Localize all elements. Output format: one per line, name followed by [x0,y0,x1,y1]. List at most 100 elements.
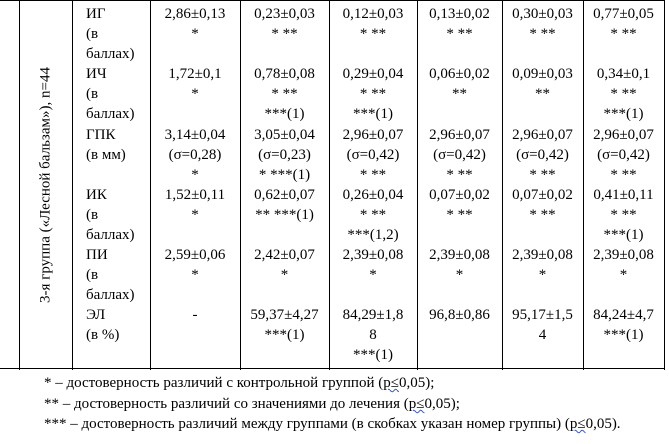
row-label-line: (в [86,86,99,102]
table-cell-line: 3,05±0,04 [254,127,315,143]
table-cell-line: 2,96±0,07 [593,127,654,143]
table-cell: 2,96±0,07 (σ=0,42) * ** [502,125,583,185]
table-cell-line: 0,12±0,03 [342,6,404,22]
table-border-col4 [502,0,503,370]
table-cell-line: * ***(1) [258,167,311,183]
table-cell-line: ***(1) [603,227,644,243]
data-table: 3-я группа («Лесной бальзам»), n=44 ИГ (в… [0,0,665,370]
table-cell-line: 0,23±0,03 [254,6,315,22]
table-cell-line: 84,29±1,8 [342,307,404,323]
table-cell-line: 0,29±0,04 [342,66,404,82]
table-cell: 3,14±0,04 (σ=0,28) * [150,125,240,185]
row-label: ГПК (в мм) [86,125,126,165]
table-cell-line: * ** [446,167,473,183]
table-cell: 2,42±0,07 * [240,245,329,285]
table-cell: 96,8±0,86 [417,305,502,325]
table-cell-line: 2,86±0,13 [164,6,226,22]
footnote-2: ** – достоверность различий со значениям… [44,395,460,413]
table-cell-line: * [619,267,628,283]
table-cell-line: ***(1) [603,106,644,122]
row-label-line: ЭЛ [86,307,106,323]
table-cell-line: 8 [369,327,377,343]
table-cell-line: 0,30±0,03 [512,6,573,22]
table-cell-line: 0,78±0,08 [254,66,315,82]
table-border-col2 [329,0,330,370]
table-cell-line: ***(1) [264,106,305,122]
table-cell: 0,34±0,1 * ** ***(1) [583,64,664,124]
table-cell: 2,39±0,08 * [417,245,502,285]
table-cell-line: 2,39±0,08 [429,247,490,263]
table-cell-line: (σ=0,23) [258,147,311,163]
table-cell-line: * ** [359,86,387,102]
table-cell-line: 0,09±0,03 [512,66,573,82]
table-cell: 0,09±0,03 ** [502,64,583,104]
table-cell-line: 84,24±4,7 [593,307,654,323]
table-cell: 0,07±0,02 * ** [417,185,502,225]
table-cell: 0,23±0,03 * ** [240,4,329,44]
table-border-col1 [240,0,241,370]
table-cell-line: 2,96±0,07 [429,127,490,143]
footnote-1-text: * – достоверность различий с контрольной… [44,375,384,391]
table-cell-line: 2,39±0,08 [342,247,404,263]
table-cell-line: (σ=0,42) [433,147,486,163]
table-cell-line: 2,96±0,07 [512,127,573,143]
table-cell: 1,52±0,11 * [150,185,240,225]
table-cell-line: ** [535,86,550,102]
table-cell-line: * ** [529,167,556,183]
table-cell-line: 2,59±0,06 [164,247,226,263]
table-cell-line: (σ=0,28) [168,147,222,163]
table-cell: 2,39±0,08 * [583,245,664,285]
table-border-label [150,0,151,370]
footnote-2-p: р≤ [408,396,425,412]
table-cell-line: 3,14±0,04 [164,127,226,143]
table-cell-line: (σ=0,42) [597,147,650,163]
table-cell-line: * [191,26,199,42]
table-cell: 0,06±0,02 ** [417,64,502,104]
table-cell: 0,78±0,08 * ** ***(1) [240,64,329,124]
table-cell: 2,59±0,06 * [150,245,240,285]
row-label-line: (в [86,207,99,223]
table-border-top [0,0,665,1]
table-cell-line: ***(1) [603,327,644,343]
table-cell-line: * [369,267,377,283]
footnote-1-p: р≤ [383,375,399,391]
table-cell: 0,62±0,07 ** ***(1) [240,185,329,225]
table-cell-line: * [191,207,199,223]
group-label-cell: 3-я группа («Лесной бальзам»), n=44 [19,0,72,370]
table-cell-line: * [455,267,464,283]
row-label-line: баллах) [86,106,135,122]
table-cell: 1,72±0,1 * [150,64,240,104]
table-cell-line: * [191,86,199,102]
table-cell: 95,17±1,5 4 [502,305,583,345]
table-cell-line: 2,39±0,08 [512,247,573,263]
footnote-1-end: 0,05); [398,375,435,391]
row-label-line: ГПК [86,127,116,143]
row-label-line: ИГ [86,6,106,22]
table-cell: 2,39±0,08 * [502,245,583,285]
footnote-3-text: *** – достоверность различий между групп… [44,416,570,432]
table-cell-line: 0,77±0,05 [593,6,654,22]
table-cell-line: ***(1) [353,347,393,363]
row-label-line: баллах) [86,46,135,62]
table-cell: 2,39±0,08 * [329,245,417,285]
table-border-left [19,0,20,370]
row-label-line: (в мм) [86,147,126,163]
row-label: ИГ (в баллах) [86,4,135,64]
table-cell: 0,13±0,02 * ** [417,4,502,44]
table-cell-line: * ** [529,26,556,42]
table-cell-line: * ** [271,26,298,42]
table-cell-line: 1,72±0,1 [168,66,222,82]
table-cell: 0,30±0,03 * ** [502,4,583,44]
table-cell-line: * ** [610,207,637,223]
table-cell-line: (σ=0,42) [346,147,400,163]
table-cell: 0,29±0,04 * ** ***(1) [329,64,417,124]
table-cell: 0,41±0,11 * ** ***(1) [583,185,664,245]
table-cell: 0,12±0,03 * ** [329,4,417,44]
table-cell: 3,05±0,04 (σ=0,23) * ***(1) [240,125,329,185]
table-cell-line: ** [452,86,467,102]
table-border-bottom [0,368,665,369]
table-cell-line: 0,13±0,02 [429,6,490,22]
footnote-3: *** – достоверность различий между групп… [44,415,621,433]
table-cell-line: * ** [359,26,387,42]
table-cell-line: 0,07±0,02 [512,187,573,203]
